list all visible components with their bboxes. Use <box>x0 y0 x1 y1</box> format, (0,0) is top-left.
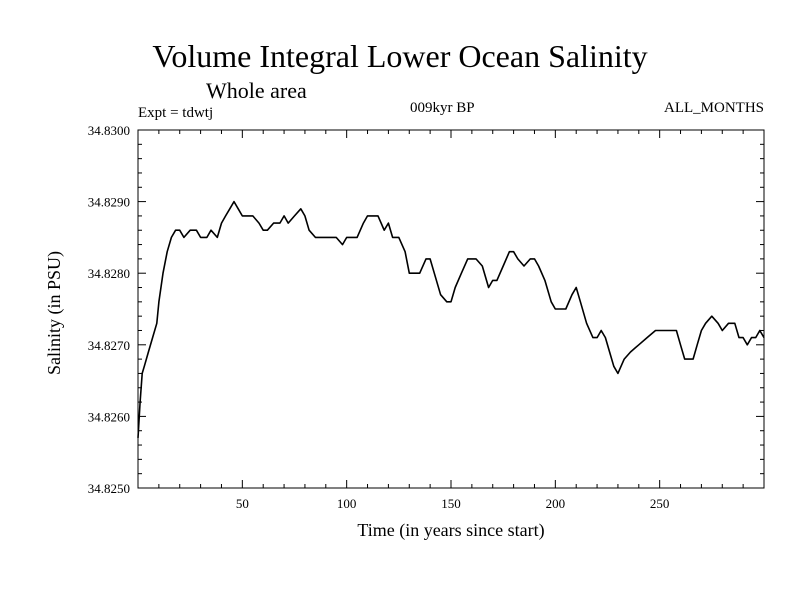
y-tick-label: 34.8250 <box>88 481 130 496</box>
x-axis-label: Time (in years since start) <box>357 520 544 541</box>
series-layer <box>137 200 765 438</box>
plot-frame <box>137 129 765 489</box>
y-tick-label: 34.8260 <box>88 409 130 424</box>
y-axis-label: Salinity (in PSU) <box>44 251 65 375</box>
tick-labels-layer: 50 100 150 200 250 34.8250 34.8260 34.8270 34.82… <box>88 123 670 511</box>
chart-subtitle: Whole area <box>206 78 307 103</box>
x-tick-label: 100 <box>337 496 357 511</box>
ticks-layer <box>138 130 764 488</box>
y-tick-label: 34.8290 <box>88 195 130 210</box>
period-label: 009kyr BP <box>410 100 475 116</box>
x-tick-label: 200 <box>546 496 566 511</box>
chart-title: Volume Integral Lower Ocean Salinity <box>152 38 648 74</box>
y-tick-label: 34.8280 <box>88 266 130 281</box>
x-tick-label: 250 <box>650 496 670 511</box>
y-tick-label: 34.8270 <box>88 338 130 353</box>
series-line-salinity <box>137 200 765 438</box>
x-tick-label: 150 <box>441 496 461 511</box>
x-tick-label: 50 <box>236 496 249 511</box>
experiment-label: Expt = tdwtj <box>138 105 214 121</box>
months-label: ALL_MONTHS <box>664 100 764 116</box>
y-tick-label: 34.8300 <box>88 123 130 138</box>
